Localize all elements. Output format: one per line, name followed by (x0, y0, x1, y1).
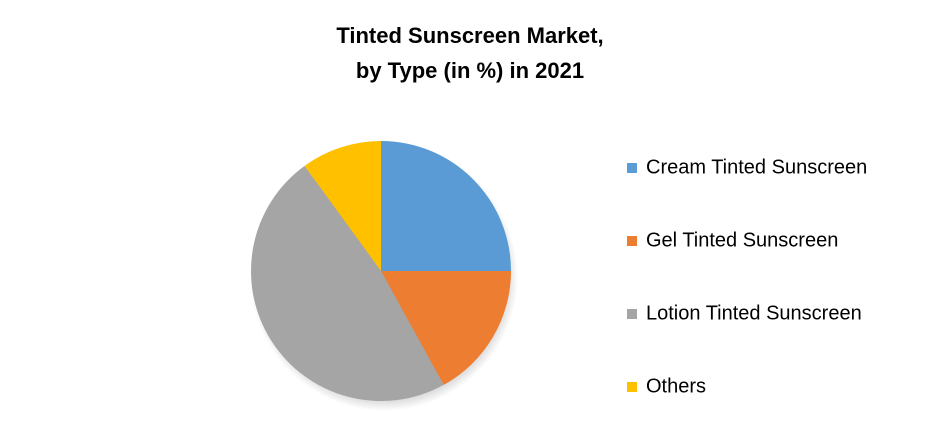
pie-slice (381, 271, 511, 385)
legend-label: Gel Tinted Sunscreen (646, 229, 838, 251)
chart-title: by Type (in %) in 2021 (356, 58, 584, 83)
legend-swatch (627, 382, 637, 392)
pie-slice (381, 141, 511, 271)
pie-slice (250, 165, 444, 402)
legend-swatch (627, 163, 637, 173)
legend-swatch (627, 309, 637, 319)
legend-label: Cream Tinted Sunscreen (646, 156, 867, 178)
pie-slice (304, 141, 381, 271)
legend-swatch (627, 236, 637, 246)
legend-label: Others (646, 375, 706, 397)
legend-label: Lotion Tinted Sunscreen (646, 302, 862, 324)
chart-title: Tinted Sunscreen Market, (336, 23, 603, 48)
